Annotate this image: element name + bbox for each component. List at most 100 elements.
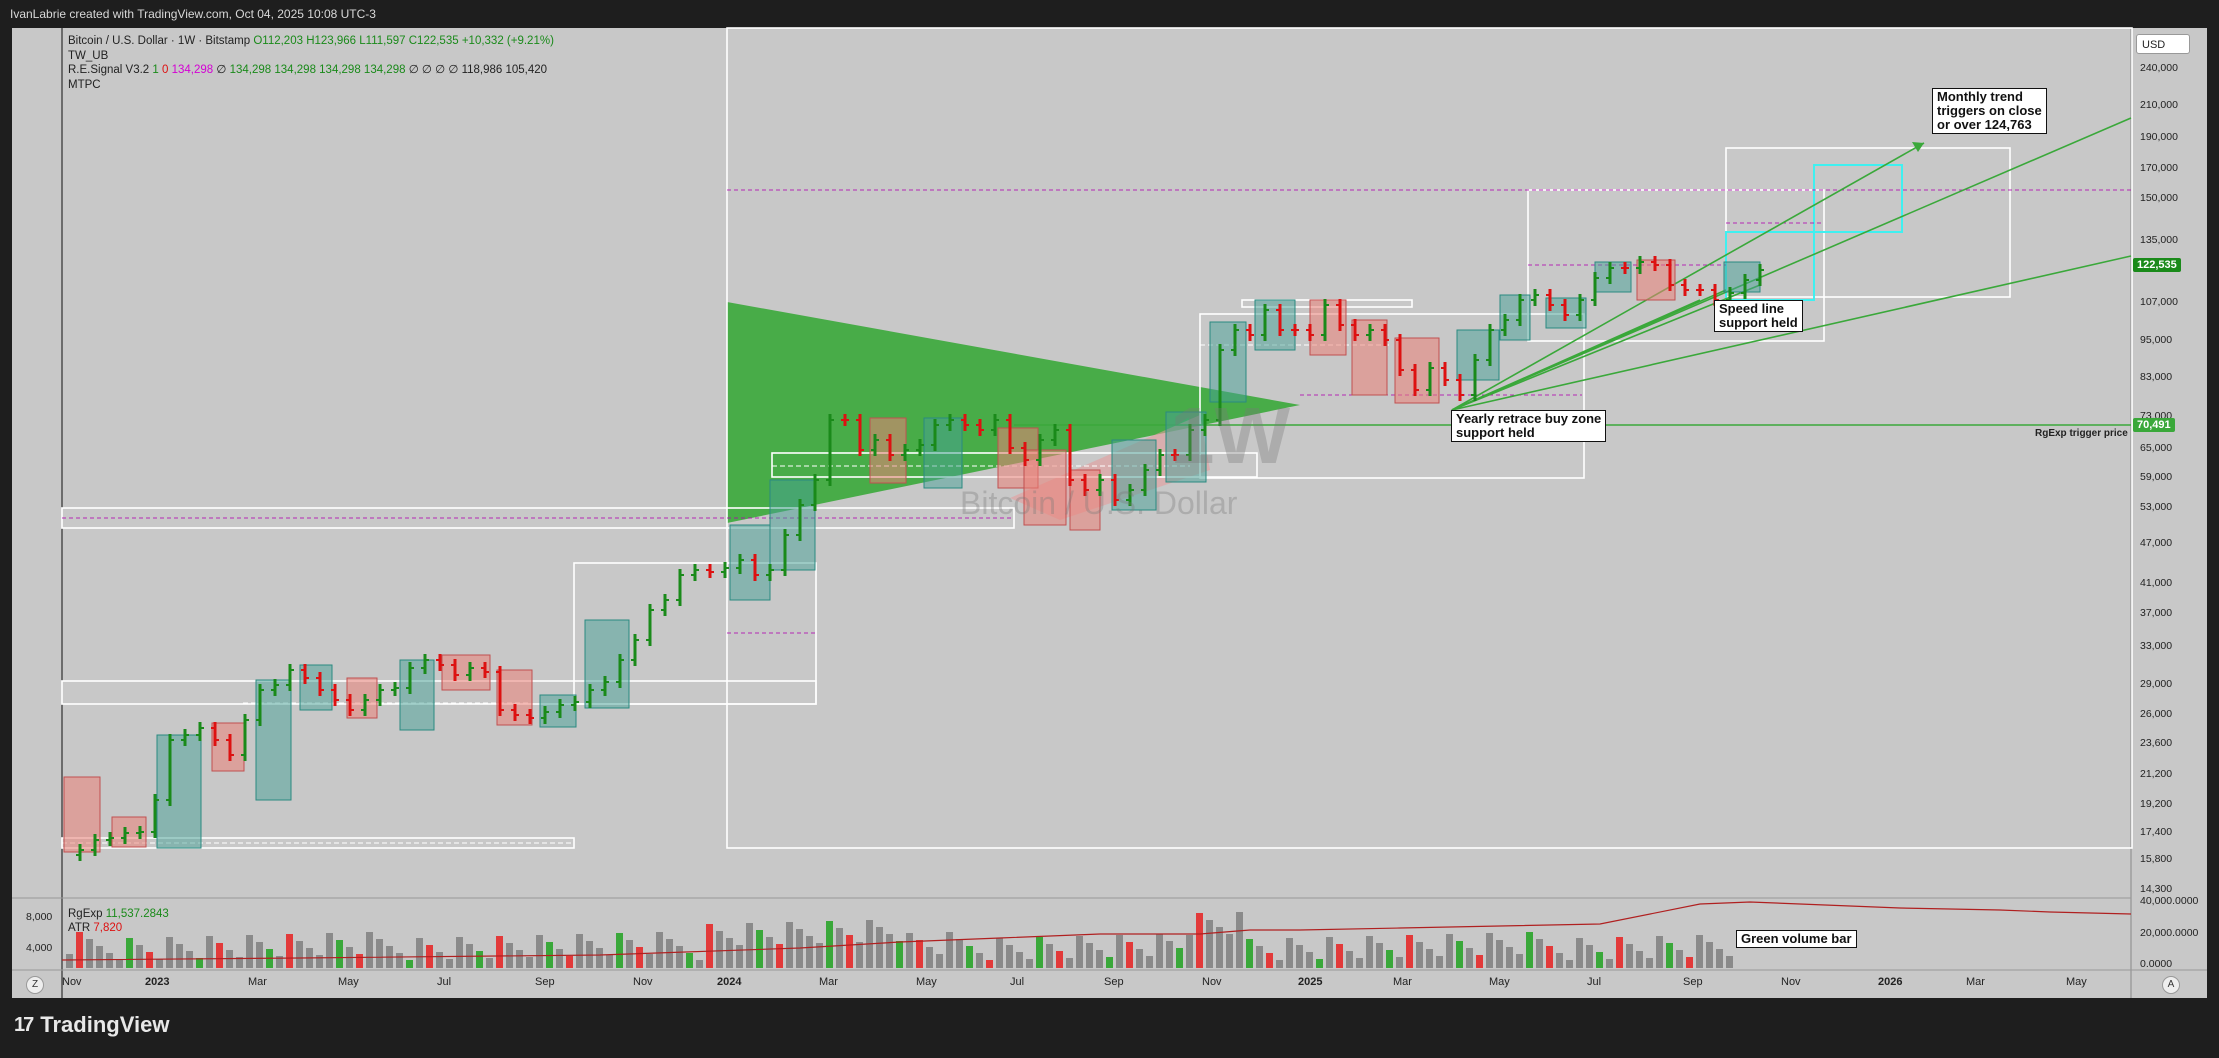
- annotation-monthly-trend[interactable]: Monthly trend triggers on close or over …: [1932, 88, 2047, 134]
- volume-bar: [1256, 946, 1263, 968]
- volume-bar: [1046, 944, 1053, 968]
- volume-bar: [876, 927, 883, 968]
- volume-bar: [1386, 950, 1393, 968]
- watermark-interval: 1W: [1170, 391, 1290, 480]
- price-axis-label: 23,600: [2140, 737, 2173, 749]
- volume-bar: [1576, 938, 1583, 968]
- signal-box: [1023, 449, 1067, 526]
- volume-bar: [1156, 934, 1163, 968]
- resignal-b: 0: [162, 64, 169, 76]
- atr-label: ATR: [68, 922, 91, 934]
- volume-bar: [276, 956, 283, 968]
- volume-bar: [526, 957, 533, 968]
- volume-bar: [1276, 960, 1283, 968]
- volume-bar: [486, 958, 493, 968]
- annotation-volume-bar[interactable]: Green volume bar: [1736, 930, 1857, 948]
- volume-bar: [1586, 945, 1593, 968]
- volume-bar: [156, 959, 163, 968]
- trigger-price-tag: 70,491: [2133, 418, 2175, 432]
- legend-symbol: Bitcoin / U.S. Dollar · 1W · Bitstamp: [68, 35, 251, 47]
- volume-bar: [1426, 949, 1433, 968]
- legend-indicator-mtpc[interactable]: MTPC: [68, 78, 101, 91]
- volume-bar: [1286, 938, 1293, 968]
- volume-bar: [966, 946, 973, 968]
- annotation-yearly-retrace[interactable]: Yearly retrace buy zone support held: [1451, 410, 1607, 442]
- volume-bar: [1526, 932, 1533, 968]
- volume-bar: [1096, 950, 1103, 968]
- volume-bar: [1226, 934, 1233, 968]
- time-axis-label: Jul: [1587, 976, 1602, 988]
- volume-bar: [1076, 936, 1083, 968]
- legend-indicator-resignal[interactable]: R.E.Signal V3.2 1 0 134,298 ∅ 134,298 13…: [68, 63, 554, 78]
- price-axis-label: 135,000: [2140, 234, 2178, 246]
- price-axis-label: 41,000: [2140, 577, 2173, 589]
- legend-indicator-tw-ub[interactable]: TW_UB: [68, 49, 109, 62]
- volume-bar: [476, 951, 483, 968]
- currency-button[interactable]: USD: [2136, 34, 2190, 54]
- volume-bar: [936, 954, 943, 968]
- volume-bar: [646, 954, 653, 968]
- rgexp-value: 11,537.2843: [105, 908, 169, 920]
- volume-bar: [1606, 959, 1613, 968]
- volume-bar: [666, 939, 673, 968]
- price-axis-label: 47,000: [2140, 537, 2173, 549]
- volume-bar: [596, 948, 603, 968]
- volume-bar: [1346, 951, 1353, 968]
- volume-bar: [1646, 958, 1653, 968]
- price-axis-label: 83,000: [2140, 371, 2173, 383]
- atr-value: 7,820: [93, 922, 123, 934]
- volume-bar: [316, 955, 323, 968]
- legend-symbol-row[interactable]: Bitcoin / U.S. Dollar · 1W · Bitstamp O1…: [68, 34, 554, 49]
- volume-bar: [1236, 912, 1243, 968]
- resignal-d: ∅: [216, 64, 227, 76]
- volume-bar: [206, 936, 213, 968]
- volume-bar: [676, 946, 683, 968]
- price-axis-label: 21,200: [2140, 768, 2173, 780]
- volume-bar: [706, 924, 713, 968]
- annotation-line: support held: [1456, 425, 1535, 440]
- volume-bar: [1066, 958, 1073, 968]
- volume-bar: [396, 953, 403, 968]
- volume-bar: [786, 922, 793, 968]
- volume-bar: [516, 950, 523, 968]
- volume-bar: [1556, 953, 1563, 968]
- volume-bar: [606, 955, 613, 968]
- volume-bar: [1166, 941, 1173, 968]
- legend-open: O112,203: [253, 35, 303, 47]
- legend-low: L111,597: [359, 35, 406, 47]
- volume-bar: [1666, 943, 1673, 968]
- volume-bar: [1466, 948, 1473, 968]
- signal-box: [1456, 329, 1500, 381]
- signal-box: [211, 722, 245, 772]
- volume-bar: [126, 938, 133, 968]
- volume-bar: [1506, 947, 1513, 968]
- signal-box: [156, 734, 202, 849]
- resignal-c: 134,298: [171, 64, 214, 76]
- tradingview-logo-icon: 17: [14, 1013, 34, 1036]
- auto-scale-button[interactable]: A: [2162, 976, 2180, 994]
- price-axis-label: 95,000: [2140, 334, 2173, 346]
- time-axis-label: Mar: [819, 976, 838, 988]
- volume-bar: [1676, 950, 1683, 968]
- volume-bar: [96, 946, 103, 968]
- annotation-speed-line[interactable]: Speed line support held: [1714, 300, 1803, 332]
- volume-bar: [1146, 956, 1153, 968]
- volume-bar: [246, 935, 253, 968]
- signal-box: [1111, 439, 1157, 511]
- volume-bar: [536, 935, 543, 968]
- tradingview-brand[interactable]: 17 TradingView: [14, 1012, 169, 1038]
- volume-bar: [846, 935, 853, 968]
- signal-box: [729, 524, 771, 601]
- volume-bar: [86, 939, 93, 968]
- volume-bar: [926, 947, 933, 968]
- chart-canvas[interactable]: [0, 0, 2219, 1000]
- chart-credit: IvanLabrie created with TradingView.com,…: [10, 7, 376, 21]
- rgexp-line: [61, 901, 2132, 961]
- annotation-line: Yearly retrace buy zone: [1456, 411, 1602, 426]
- auto-zoom-button[interactable]: Z: [26, 976, 44, 994]
- volume-pane-legend[interactable]: RgExp 11,537.2843 ATR 7,820: [68, 907, 169, 935]
- volume-bar: [1176, 948, 1183, 968]
- volume-bar: [1406, 935, 1413, 968]
- time-axis-label: Mar: [1393, 976, 1412, 988]
- volume-bar: [1516, 954, 1523, 968]
